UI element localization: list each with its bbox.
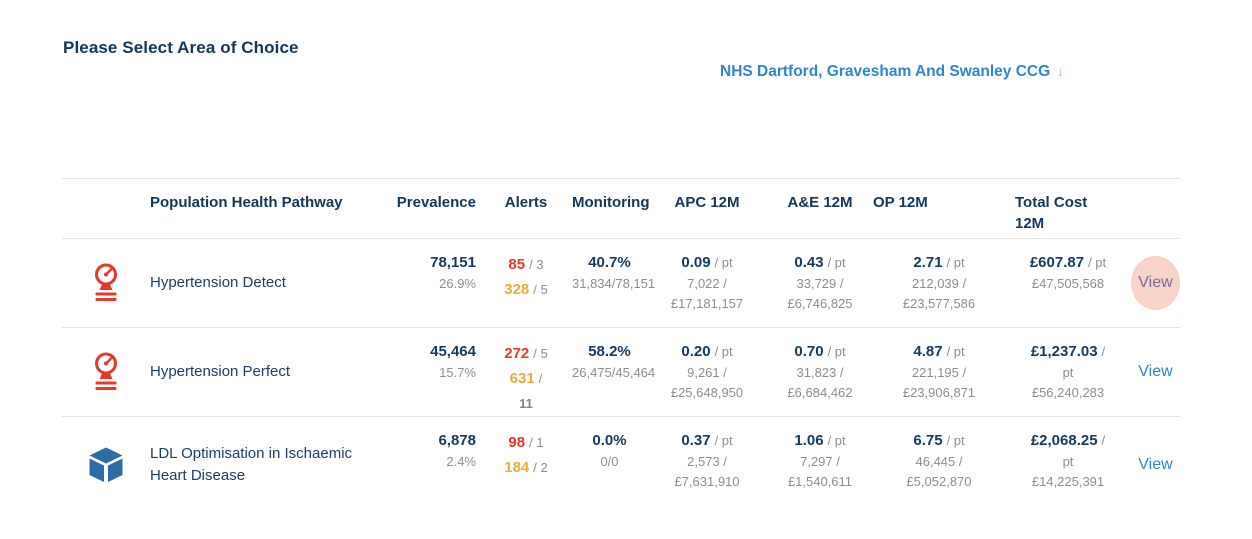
pathway-name: Hypertension Perfect — [150, 363, 291, 380]
view-cell: View — [1131, 239, 1180, 327]
alert-red-count: 98 — [508, 434, 526, 451]
ae-12m-cell: 0.70/ pt 31,823 / £6,684,462 — [787, 343, 853, 400]
alert-amber-suffix: / 2 — [533, 460, 548, 475]
prevalence-count: 6,878 — [438, 432, 476, 449]
alert-amber-count: 184 — [504, 459, 530, 476]
prevalence-count: 45,464 — [430, 343, 476, 360]
ccg-selector-label: NHS Dartford, Gravesham And Swanley CCG — [720, 63, 1051, 80]
monitoring-pct: 58.2% — [588, 343, 631, 360]
view-label: View — [1138, 274, 1173, 291]
apc-12m-cell: 0.20/ pt 9,261 / £25,648,950 — [670, 343, 744, 400]
alerts-cell: 85/ 3 328/ 5 — [480, 239, 572, 327]
view-button[interactable]: View — [1131, 438, 1180, 492]
table-row: Hypertension Detect 78,151 26.9% 85/ 3 3… — [62, 239, 1180, 328]
page-title: Please Select Area of Choice — [63, 38, 299, 57]
ae-12m-cell: 1.06/ pt 7,297 / £1,540,611 — [787, 432, 853, 489]
prevalence-pct: 15.7% — [439, 365, 476, 380]
monitoring-pct: 0.0% — [592, 432, 627, 449]
header-icon-spacer — [62, 179, 150, 238]
view-cell: View — [1131, 417, 1180, 512]
table-row: LDL Optimisation in Ischaemic Heart Dise… — [62, 417, 1180, 512]
monitoring-cell: 0.0% 0/0 — [572, 417, 647, 512]
prevalence-cell: 78,151 26.9% — [395, 239, 480, 327]
header-prevalence: Prevalence — [396, 194, 476, 211]
header-apc-12m: APC 12M — [674, 194, 740, 211]
alert-amber-count: 328 — [504, 281, 530, 298]
header-op-12m: OP 12M — [873, 194, 928, 211]
blood-pressure-gauge-icon — [95, 352, 117, 390]
alert-red-suffix: / 3 — [529, 257, 544, 272]
pathway-icon-cell — [62, 239, 150, 327]
monitoring-ratio: 31,834/78,151 — [572, 276, 656, 291]
table-header-row: Population Health Pathway Prevalence Ale… — [62, 178, 1180, 239]
apc-12m-cell: 0.09/ pt 7,022 / £17,181,157 — [670, 254, 744, 311]
monitoring-ratio: 26,475/45,464 — [572, 365, 656, 380]
prevalence-pct: 2.4% — [446, 454, 476, 469]
header-view-spacer — [1131, 179, 1180, 238]
view-button[interactable]: View — [1131, 345, 1180, 399]
alerts-cell: 98/ 1 184/ 2 — [480, 417, 572, 512]
monitoring-cell: 58.2% 26,475/45,464 — [572, 328, 656, 416]
chevron-down-icon: ↓ — [1057, 64, 1064, 79]
op-12m-cell: 2.71/ pt 212,039 / £23,577,586 — [902, 254, 976, 311]
header-pathway: Population Health Pathway — [150, 194, 343, 211]
header-total-cost-12m: Total Cost 12M — [1015, 194, 1088, 232]
pathway-icon-cell — [62, 417, 150, 512]
view-button[interactable]: View — [1131, 256, 1180, 310]
pathways-table: Population Health Pathway Prevalence Ale… — [62, 178, 1180, 512]
alerts-cell: 272/ 5 631/ 11 — [480, 328, 572, 416]
alert-red-suffix: / 5 — [533, 346, 548, 361]
prevalence-cell: 45,464 15.7% — [395, 328, 480, 416]
view-label: View — [1138, 455, 1173, 473]
pathway-name: Hypertension Detect — [150, 274, 286, 291]
apc-12m-cell: 0.37/ pt 2,573 / £7,631,910 — [674, 432, 740, 489]
prevalence-count: 78,151 — [430, 254, 476, 271]
monitoring-cell: 40.7% 31,834/78,151 — [572, 239, 656, 327]
cube-icon — [89, 447, 123, 482]
alert-amber-count: 631 — [509, 370, 535, 387]
op-12m-cell: 6.75/ pt 46,445 / £5,052,870 — [906, 432, 972, 489]
alert-amber-suffix: / — [538, 371, 543, 386]
total-cost-12m-cell: £1,237.03/ pt £56,240,283 — [1030, 343, 1106, 400]
pathway-icon-cell — [62, 328, 150, 416]
alert-amber-suffix: / 5 — [533, 282, 548, 297]
monitoring-ratio: 0/0 — [600, 454, 619, 469]
header-alerts: Alerts — [504, 194, 548, 211]
blood-pressure-gauge-icon — [95, 263, 117, 301]
alert-red-count: 272 — [504, 345, 530, 362]
total-cost-12m-cell: £607.87/ pt £47,505,568 — [1029, 254, 1107, 291]
prevalence-cell: 6,878 2.4% — [395, 417, 480, 512]
ae-12m-cell: 0.43/ pt 33,729 / £6,746,825 — [787, 254, 853, 311]
view-label: View — [1138, 363, 1173, 380]
total-cost-12m-cell: £2,068.25/ pt £14,225,391 — [1030, 432, 1106, 489]
alert-red-suffix: / 1 — [529, 435, 544, 450]
prevalence-pct: 26.9% — [439, 276, 476, 291]
view-cell: View — [1131, 328, 1180, 416]
alert-overflow-line: 11 — [519, 396, 533, 411]
alert-red-count: 85 — [508, 256, 526, 273]
pathway-name: LDL Optimisation in Ischaemic Heart Dise… — [150, 444, 353, 484]
header-monitoring: Monitoring — [572, 194, 650, 211]
ccg-selector[interactable]: NHS Dartford, Gravesham And Swanley CCG ↓ — [720, 63, 1064, 81]
monitoring-pct: 40.7% — [588, 254, 631, 271]
op-12m-cell: 4.87/ pt 221,195 / £23,906,871 — [902, 343, 976, 400]
table-row: Hypertension Perfect 45,464 15.7% 272/ 5… — [62, 328, 1180, 417]
header-ae-12m: A&E 12M — [787, 194, 853, 211]
